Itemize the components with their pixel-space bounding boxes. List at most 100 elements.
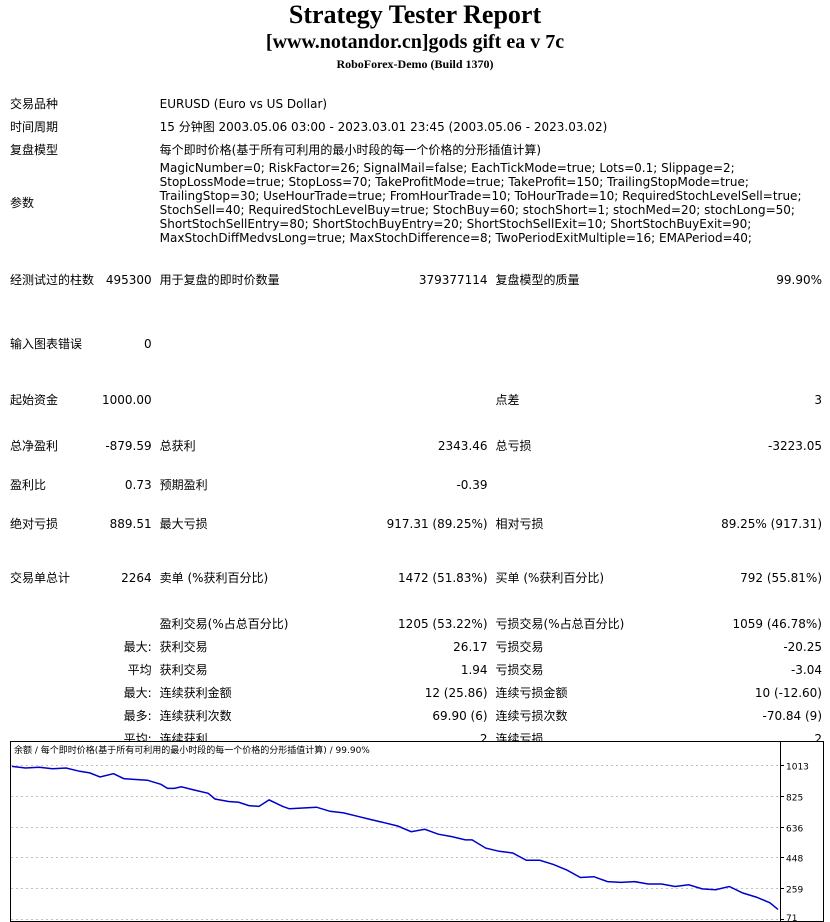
average-loss-label: 亏损交易 bbox=[495, 662, 544, 677]
row-model: 复盘模型 每个即时价格(基于所有可利用的最小时段的每一个价格的分形插值计算) bbox=[6, 138, 826, 161]
row-errors: 输入图表错误 0 bbox=[6, 315, 826, 373]
max-cons-wins-value: 12 (25.86) bbox=[424, 685, 488, 700]
gross-loss-value: -3223.05 bbox=[768, 439, 822, 453]
trades-value: 2264 bbox=[121, 571, 152, 585]
rel-dd-value: 89.25% (917.31) bbox=[721, 517, 822, 531]
average-profit-label: 获利交易 bbox=[159, 662, 208, 677]
loss-trades-label: 亏损交易(%占总百分比) bbox=[495, 616, 625, 631]
balance-series-line bbox=[11, 765, 779, 910]
max-dd-label: 最大亏损 bbox=[159, 517, 208, 531]
short-label: 卖单 (%获利百分比) bbox=[159, 571, 269, 585]
largest-label: 最大: bbox=[123, 639, 152, 654]
spread-value: 3 bbox=[814, 393, 822, 407]
chart-y-tick-label: 1013 bbox=[786, 763, 809, 773]
max-cons-loss-value: -70.84 (9) bbox=[762, 708, 823, 723]
row-symbol: 交易品种 EURUSD (Euro vs US Dollar) bbox=[6, 92, 826, 115]
balance-chart: 余额 / 每个即时价格(基于所有可利用的最小时段的每一个价格的分形插值计算) /… bbox=[10, 741, 824, 922]
chart-frame bbox=[10, 741, 824, 922]
largest-loss-value: -20.25 bbox=[783, 639, 822, 654]
errors-value: 0 bbox=[144, 337, 152, 351]
params-value: MagicNumber=0; RiskFactor=26; SignalMail… bbox=[159, 161, 802, 245]
model-label: 复盘模型 bbox=[10, 142, 59, 157]
avg-cons-losses-value: 2 bbox=[814, 731, 822, 746]
report-header: Strategy Tester Report [www.notandor.cn]… bbox=[0, 0, 830, 72]
long-label: 买单 (%获利百分比) bbox=[495, 571, 605, 585]
max-cons-profit-label: 连续获利次数 bbox=[159, 708, 232, 723]
bars-value: 495300 bbox=[105, 273, 152, 287]
row-trades: 交易单总计 2264 卖单 (%获利百分比) 1472 (51.83%) 买单 … bbox=[6, 544, 826, 612]
deposit-value: 1000.00 bbox=[102, 393, 152, 407]
report-build: RoboForex-Demo (Build 1370) bbox=[336, 57, 494, 71]
row-average: 平均 获利交易 1.94 亏损交易 -3.04 bbox=[6, 658, 826, 681]
most-label: 最多: bbox=[123, 708, 152, 723]
symbol-label: 交易品种 bbox=[10, 96, 59, 111]
quality-label: 复盘模型的质量 bbox=[495, 273, 580, 287]
row-params: 参数 MagicNumber=0; RiskFactor=26; SignalM… bbox=[6, 161, 826, 245]
chart-y-tick-label: 636 bbox=[786, 825, 803, 835]
max-cons-label: 最大: bbox=[123, 685, 152, 700]
model-value: 每个即时价格(基于所有可利用的最小时段的每一个价格的分形插值计算) bbox=[159, 142, 542, 157]
row-deposit: 起始资金 1000.00 点差 3 bbox=[6, 373, 826, 427]
average-profit-value: 1.94 bbox=[460, 662, 488, 677]
gross-profit-label: 总获利 bbox=[159, 439, 196, 453]
report-table: 交易品种 EURUSD (Euro vs US Dollar) 时间周期 15 … bbox=[6, 92, 826, 750]
max-cons-losses-label: 连续亏损金额 bbox=[495, 685, 568, 700]
period-value: 15 分钟图 2003.05.06 03:00 - 2023.03.01 23:… bbox=[159, 119, 608, 134]
net-label: 总净盈利 bbox=[10, 439, 59, 453]
period-label: 时间周期 bbox=[10, 119, 59, 134]
row-drawdown: 绝对亏损 889.51 最大亏损 917.31 (89.25%) 相对亏损 89… bbox=[6, 504, 826, 544]
average-loss-value: -3.04 bbox=[790, 662, 822, 677]
gross-loss-label: 总亏损 bbox=[495, 439, 532, 453]
gross-profit-value: 2343.46 bbox=[437, 439, 488, 453]
row-net: 总净盈利 -879.59 总获利 2343.46 总亏损 -3223.05 bbox=[6, 427, 826, 465]
chart-grid bbox=[11, 765, 780, 920]
chart-title: 余额 / 每个即时价格(基于所有可利用的最小时段的每一个价格的分形插值计算) /… bbox=[14, 744, 370, 756]
bars-label: 经测试过的柱数 bbox=[10, 273, 95, 287]
profit-trades-value: 1205 (53.22%) bbox=[398, 616, 488, 631]
long-value: 792 (55.81%) bbox=[740, 571, 822, 585]
quality-value: 99.90% bbox=[776, 273, 822, 287]
trades-label: 交易单总计 bbox=[10, 571, 71, 585]
pf-value: 0.73 bbox=[124, 477, 152, 492]
chart-y-tick-label: 71 bbox=[786, 914, 797, 922]
max-cons-wins-label: 连续获利金额 bbox=[159, 685, 232, 700]
short-value: 1472 (51.83%) bbox=[398, 571, 488, 585]
row-max-consecutive: 最大: 连续获利金额 12 (25.86) 连续亏损金额 10 (-12.60) bbox=[6, 681, 826, 704]
report-title: Strategy Tester Report bbox=[288, 0, 542, 29]
ticks-value: 379377114 bbox=[418, 273, 488, 287]
abs-dd-value: 889.51 bbox=[109, 517, 152, 531]
largest-profit-label: 获利交易 bbox=[159, 639, 208, 654]
spread-label: 点差 bbox=[495, 393, 520, 407]
chart-y-tick-label: 825 bbox=[786, 794, 803, 804]
chart-y-tick-label: 448 bbox=[786, 855, 803, 865]
profit-trades-label: 盈利交易(%占总百分比) bbox=[159, 616, 289, 631]
largest-loss-label: 亏损交易 bbox=[495, 639, 544, 654]
pf-label: 盈利比 bbox=[10, 477, 47, 492]
chart-y-ticks: 1013 825 636 448 259 71 bbox=[780, 763, 809, 922]
abs-dd-label: 绝对亏损 bbox=[10, 517, 59, 531]
ticks-label: 用于复盘的即时价数量 bbox=[159, 273, 280, 287]
expected-value: -0.39 bbox=[456, 477, 488, 492]
expected-label: 预期盈利 bbox=[159, 477, 208, 492]
errors-label: 输入图表错误 bbox=[10, 337, 83, 351]
symbol-value: EURUSD (Euro vs US Dollar) bbox=[159, 96, 328, 111]
chart-y-tick-label: 259 bbox=[786, 886, 803, 896]
max-dd-value: 917.31 (89.25%) bbox=[386, 517, 488, 531]
max-cons-losses-value: 10 (-12.60) bbox=[754, 685, 822, 700]
row-period: 时间周期 15 分钟图 2003.05.06 03:00 - 2023.03.0… bbox=[6, 115, 826, 138]
row-most-consecutive: 最多: 连续获利次数 69.90 (6) 连续亏损次数 -70.84 (9) bbox=[6, 704, 826, 727]
report-subtitle: [www.notandor.cn]gods gift ea v 7c bbox=[265, 31, 565, 53]
net-value: -879.59 bbox=[105, 439, 152, 453]
max-cons-profit-value: 69.90 (6) bbox=[432, 708, 488, 723]
average-label: 平均 bbox=[127, 662, 152, 677]
params-label: 参数 bbox=[10, 196, 35, 210]
max-cons-loss-label: 连续亏损次数 bbox=[495, 708, 568, 723]
row-bars: 经测试过的柱数 495300 用于复盘的即时价数量 379377114 复盘模型… bbox=[6, 245, 826, 315]
row-largest: 最大: 获利交易 26.17 亏损交易 -20.25 bbox=[6, 635, 826, 658]
avg-cons-wins-value: 2 bbox=[479, 731, 488, 746]
largest-profit-value: 26.17 bbox=[453, 639, 488, 654]
deposit-label: 起始资金 bbox=[10, 393, 59, 407]
loss-trades-value: 1059 (46.78%) bbox=[732, 616, 822, 631]
row-profit-trades: 盈利交易(%占总百分比) 1205 (53.22%) 亏损交易(%占总百分比) … bbox=[6, 612, 826, 635]
row-pf: 盈利比 0.73 预期盈利 -0.39 bbox=[6, 465, 826, 504]
